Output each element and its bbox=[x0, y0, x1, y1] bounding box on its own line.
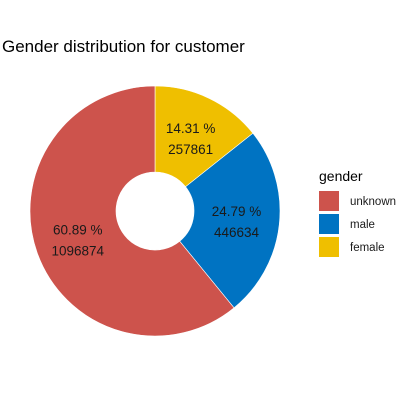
legend-key-female bbox=[319, 237, 339, 257]
slice-female bbox=[154, 85, 254, 188]
donut-slices bbox=[29, 85, 281, 337]
slice-count-label-unknown: 1096874 bbox=[51, 244, 104, 259]
legend-key-unknown bbox=[319, 191, 339, 211]
legend-label-male: male bbox=[350, 219, 375, 231]
legend: gender unknown male female bbox=[319, 168, 396, 257]
chart-title: Gender distribution for customer bbox=[2, 37, 245, 56]
slice-percent-label-male: 24.79 % bbox=[212, 204, 262, 219]
legend-key-male bbox=[319, 214, 339, 234]
slice-count-label-male: 446634 bbox=[214, 225, 260, 240]
legend-label-unknown: unknown bbox=[350, 196, 396, 208]
slice-percent-label-female: 14.31 % bbox=[166, 121, 216, 136]
slice-labels: 14.31 % 257861 24.79 % 446634 60.89 % 1096874 bbox=[51, 121, 261, 258]
slice-unknown bbox=[29, 85, 235, 337]
slice-male bbox=[179, 132, 281, 309]
slice-percent-label-unknown: 60.89 % bbox=[53, 223, 103, 238]
slice-count-label-female: 257861 bbox=[168, 142, 213, 157]
legend-title: gender bbox=[319, 168, 363, 184]
legend-label-female: female bbox=[350, 242, 385, 254]
